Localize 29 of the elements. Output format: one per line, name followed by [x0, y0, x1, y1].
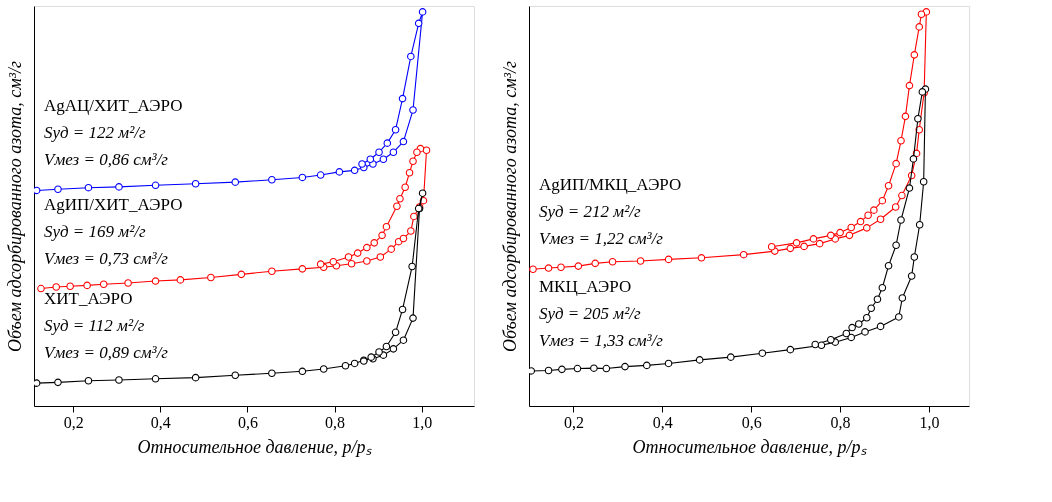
annotation: Vмез = 1,22 см³/г [539, 229, 664, 249]
y-axis-title: Объем адсорбированного азота, см³/г [4, 60, 25, 353]
x-tick-label: 0,4 [150, 413, 171, 431]
annotation: Sуд = 122 м²/г [44, 123, 146, 143]
annotation: ХИТ_АЭРО [44, 289, 133, 309]
x-axis-title: Относительное давление, p/pₛ [632, 436, 867, 457]
x-tick-label: 0,2 [63, 413, 84, 431]
annotation: Sуд = 205 м²/г [539, 303, 641, 323]
x-tick-label: 1,0 [919, 413, 940, 431]
annotation: Vмез = 0,89 см³/г [44, 343, 169, 363]
x-tick-label: 0,8 [325, 413, 346, 431]
y-axis-title: Объем адсорбированного азота, см³/г [499, 60, 520, 353]
x-tick-label: 0,6 [237, 413, 258, 431]
annotation: Vмез = 0,73 см³/г [44, 248, 169, 268]
annotation: Vмез = 1,33 см³/г [539, 330, 664, 350]
annotation: AgАЦ/ХИТ_АЭРО [44, 96, 183, 116]
x-axis-title: Относительное давление, p/pₛ [137, 436, 372, 457]
annotation: МКЦ_АЭРО [539, 276, 632, 296]
x-tick-label: 0,4 [652, 413, 673, 431]
annotation: AgИП/МКЦ_АЭРО [539, 175, 682, 195]
annotation: Sуд = 212 м²/г [539, 202, 641, 222]
annotation: AgИП/ХИТ_АЭРО [44, 194, 183, 214]
x-tick-label: 0,6 [741, 413, 762, 431]
x-tick-label: 0,8 [830, 413, 851, 431]
x-tick-label: 0,2 [563, 413, 584, 431]
annotation: Sуд = 112 м²/г [44, 316, 145, 336]
annotation: Sуд = 169 м²/г [44, 221, 146, 241]
annotation: Vмез = 0,86 см³/г [44, 150, 169, 170]
x-tick-label: 1,0 [412, 413, 433, 431]
